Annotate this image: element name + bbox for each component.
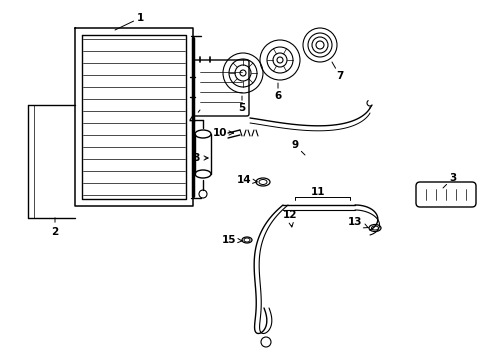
Text: 5: 5	[238, 96, 245, 113]
Text: 1: 1	[115, 13, 143, 30]
Text: 7: 7	[331, 62, 343, 81]
Text: 6: 6	[274, 83, 281, 101]
Text: 15: 15	[221, 235, 242, 245]
Text: 11: 11	[310, 187, 325, 197]
Text: 2: 2	[51, 227, 59, 237]
Text: 4: 4	[188, 110, 200, 125]
Text: 3: 3	[442, 173, 456, 188]
Text: 10: 10	[212, 128, 233, 138]
Text: 14: 14	[236, 175, 257, 185]
Text: 12: 12	[282, 210, 297, 227]
Text: 9: 9	[291, 140, 305, 155]
Text: 13: 13	[347, 217, 367, 228]
Text: 8: 8	[192, 153, 208, 163]
